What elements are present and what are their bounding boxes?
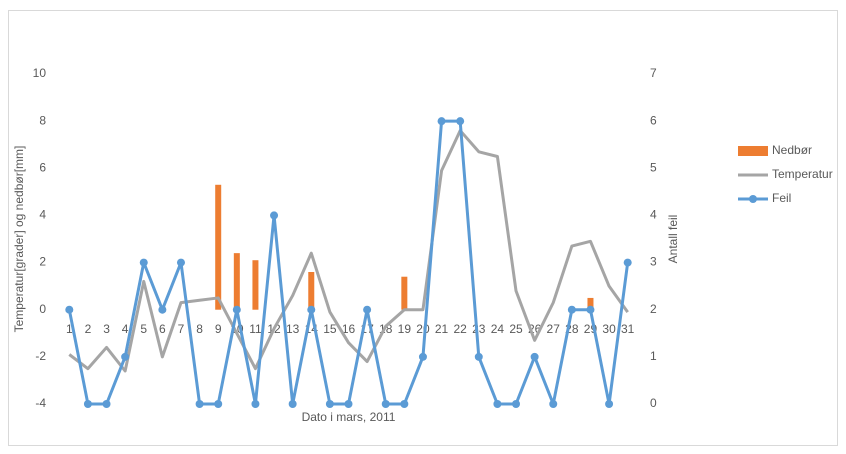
bar (308, 272, 315, 310)
x-tick-label: 13 (286, 322, 300, 336)
x-tick-label: 2 (85, 322, 92, 336)
x-tick-label: 25 (509, 322, 523, 336)
x-tick-label: 8 (196, 322, 203, 336)
chart-border (8, 10, 838, 446)
marker (363, 305, 372, 314)
bar (401, 276, 408, 310)
y2-tick-label: 0 (650, 396, 657, 410)
marker (158, 305, 167, 314)
y-tick-label: 8 (39, 113, 46, 127)
marker (102, 400, 111, 408)
marker (65, 305, 74, 314)
y2-tick-label: 7 (650, 66, 657, 80)
x-tick-label: 20 (416, 322, 430, 336)
x-tick-label: 31 (621, 322, 635, 336)
marker (456, 117, 465, 126)
marker (139, 258, 148, 267)
marker (325, 400, 334, 408)
marker (400, 400, 409, 408)
marker (493, 400, 502, 408)
legend-label: Feil (772, 191, 791, 205)
x-tick-label: 30 (602, 322, 616, 336)
marker (474, 352, 483, 361)
x-tick-label: 4 (122, 322, 129, 336)
marker (176, 258, 185, 267)
marker (586, 305, 595, 314)
marker (512, 400, 521, 408)
marker (251, 400, 260, 408)
marker (83, 400, 92, 408)
marker (344, 400, 353, 408)
y2-tick-label: 4 (650, 208, 657, 222)
x-axis-title: Dato i mars, 2011 (302, 410, 396, 424)
bar (587, 297, 594, 310)
marker (605, 400, 614, 408)
marker (567, 305, 576, 314)
x-tick-label: 11 (249, 322, 262, 336)
x-tick-label: 7 (178, 322, 185, 336)
marker (270, 211, 279, 220)
y-tick-label: 2 (39, 255, 46, 269)
marker (307, 305, 316, 314)
x-tick-label: 22 (453, 322, 467, 336)
x-tick-label: 27 (547, 322, 561, 336)
x-tick-label: 6 (159, 322, 166, 336)
y-tick-label: 6 (39, 160, 46, 174)
y-tick-label: 0 (39, 302, 46, 316)
y2-tick-label: 2 (650, 302, 657, 316)
y-axis-title: Temperatur[grader] og nedbør[mm] (12, 146, 26, 333)
marker (418, 352, 427, 361)
legend-marker (749, 195, 757, 203)
marker (530, 352, 539, 361)
legend-label: Nedbør (772, 143, 812, 157)
marker (121, 352, 130, 361)
bar (233, 253, 240, 310)
y2-tick-label: 5 (650, 160, 657, 174)
y-tick-label: 4 (39, 208, 46, 222)
x-tick-label: 23 (472, 322, 486, 336)
marker (549, 400, 558, 408)
y-tick-label: 10 (33, 66, 47, 80)
x-tick-label: 24 (491, 322, 505, 336)
marker (623, 258, 632, 267)
marker (381, 400, 390, 408)
line (68, 129, 629, 373)
x-tick-label: 3 (103, 322, 110, 336)
marker (232, 305, 241, 314)
legend-swatch (738, 146, 768, 156)
y2-axis-title: Antall feil (666, 215, 680, 264)
x-tick-label: 19 (398, 322, 412, 336)
legend-label: Temperatur (772, 167, 833, 181)
marker (288, 400, 297, 408)
bar (252, 260, 259, 310)
marker (437, 117, 446, 126)
bar (215, 184, 222, 310)
y-tick-label: -2 (35, 349, 46, 363)
x-tick-label: 1 (66, 322, 73, 336)
x-tick-label: 15 (323, 322, 337, 336)
y2-tick-label: 6 (650, 113, 657, 127)
y2-tick-label: 3 (650, 255, 657, 269)
x-tick-label: 21 (435, 322, 449, 336)
x-tick-label: 9 (215, 322, 222, 336)
marker (214, 400, 223, 408)
marker (195, 400, 204, 408)
x-tick-label: 16 (342, 322, 356, 336)
y2-tick-label: 1 (650, 349, 657, 363)
y-tick-label: -4 (35, 396, 46, 410)
x-tick-label: 5 (140, 322, 147, 336)
